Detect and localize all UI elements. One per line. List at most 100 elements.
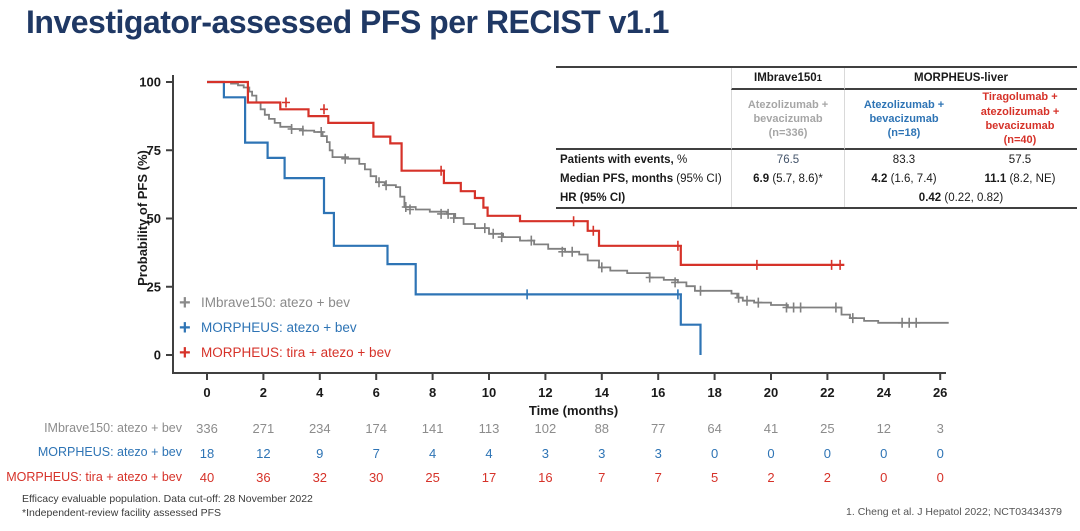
at-risk-value: 12 <box>256 445 271 461</box>
censor-mark <box>905 317 914 328</box>
censor-mark <box>298 125 307 136</box>
at-risk-value: 36 <box>256 470 271 485</box>
footnote-line1: Efficacy evaluable population. Data cut-… <box>22 493 313 505</box>
censor-mark <box>523 289 532 300</box>
censor-mark <box>743 295 751 306</box>
censor-mark <box>401 202 410 212</box>
censor-mark <box>912 317 921 328</box>
x-tick-label: 12 <box>538 385 552 400</box>
censor-mark <box>597 262 606 273</box>
censor-mark <box>898 317 907 328</box>
y-tick-label: 50 <box>147 211 161 226</box>
x-tick-label: 0 <box>203 385 210 400</box>
at-risk-value: 7 <box>598 470 606 485</box>
censor-mark <box>789 302 798 313</box>
censor-mark <box>449 213 458 223</box>
censor-mark <box>437 208 446 219</box>
x-tick-label: 14 <box>595 385 610 400</box>
stats-col-header-imbrave150: IMbrave150 1 <box>731 68 844 90</box>
stats-events-imbrave: 76.5 <box>731 150 844 169</box>
y-axis-title: Probability of PFS (%) <box>135 150 150 286</box>
at-risk-value: 17 <box>481 470 497 485</box>
at-risk-value: 25 <box>820 421 835 436</box>
censor-mark <box>752 259 761 270</box>
stats-row-label-events: Patients with events, % <box>560 153 688 166</box>
censor-mark <box>437 165 446 176</box>
legend-label: MORPHEUS: tira + atezo + bev <box>201 345 391 360</box>
at-risk-label-morpheus-tab: MORPHEUS: tira + atezo + bev <box>6 470 182 484</box>
stats-col-header-morpheus-liver: MORPHEUS-liver <box>844 68 1077 90</box>
censor-mark <box>568 246 577 257</box>
at-risk-value: 271 <box>252 421 275 436</box>
censor-mark <box>836 259 845 270</box>
stats-subheader-blank <box>556 90 731 150</box>
x-tick-label: 6 <box>373 385 380 400</box>
censor-mark <box>480 223 489 234</box>
censor-mark <box>444 208 453 219</box>
at-risk-label-morpheus-ab: MORPHEUS: atezo + bev <box>37 445 182 459</box>
y-tick-label: 75 <box>147 143 161 158</box>
at-risk-value: 0 <box>936 470 944 485</box>
at-risk-value: 7 <box>372 445 380 461</box>
y-tick-label: 100 <box>139 75 161 90</box>
at-risk-value: 41 <box>763 421 779 436</box>
x-tick-label: 10 <box>482 385 496 400</box>
at-risk-value: 3 <box>598 445 606 461</box>
at-risk-value: 77 <box>650 421 666 436</box>
axes <box>172 75 946 374</box>
x-tick-label: 24 <box>877 385 892 400</box>
x-tick-label: 20 <box>764 385 778 400</box>
at-risk-value: 3 <box>936 421 944 436</box>
at-risk-value: 2 <box>767 470 775 485</box>
censor-mark <box>489 228 498 239</box>
censor-mark <box>827 259 836 270</box>
page-title: Investigator-assessed PFS per RECIST v1.… <box>26 4 669 40</box>
x-tick-label: 26 <box>933 385 947 400</box>
censor-mark <box>645 272 654 283</box>
at-risk-value: 174 <box>365 421 388 436</box>
censor-mark <box>569 216 578 227</box>
y-tick-label: 25 <box>147 279 161 294</box>
at-risk-value: 0 <box>880 470 888 485</box>
stats-events-morpheus-tab: 57.5 <box>1008 153 1032 166</box>
censor-mark <box>341 153 350 164</box>
censor-mark <box>282 97 290 108</box>
imbrave150-header-text: IMbrave150 <box>754 72 817 84</box>
at-risk-value: 18 <box>199 445 215 461</box>
at-risk-value: 4 <box>428 445 437 461</box>
at-risk-value: 9 <box>316 445 324 461</box>
footnote-line2: *Independent-review facility assessed PF… <box>22 506 222 519</box>
at-risk-label-imbrave150: IMbrave150: atezo + bev <box>44 421 182 435</box>
censor-mark <box>673 240 682 251</box>
censor-mark <box>287 124 296 134</box>
censor-mark <box>497 232 506 243</box>
legend-item-imbrave150: + IMbrave150: atezo + bev <box>179 290 391 315</box>
stats-table: IMbrave150 1 MORPHEUS-liver Atezolizumab … <box>556 66 1077 209</box>
at-risk-value: 113 <box>478 421 500 436</box>
y-tick-label: 0 <box>154 348 161 363</box>
censor-mark <box>317 127 326 137</box>
stats-arm-atezo-bev-336: Atezolizumab + bevacizumab (n=336) <box>731 90 844 150</box>
at-risk-value: 12 <box>876 421 892 436</box>
censor-mark <box>589 225 598 236</box>
x-tick-label: 22 <box>820 385 834 400</box>
at-risk-value: 336 <box>196 421 218 436</box>
censor-mark <box>382 180 391 191</box>
at-risk-value: 40 <box>199 470 215 485</box>
x-tick-label: 2 <box>260 385 267 400</box>
at-risk-value: 7 <box>654 470 662 485</box>
reference-citation: 1. Cheng et al. J Hepatol 2022; NCT03434… <box>846 506 1062 518</box>
censor-mark <box>673 289 682 300</box>
x-axis-title: Time (months) <box>529 403 618 418</box>
km-curve <box>207 80 845 266</box>
censor-plus-icon: + <box>179 316 191 339</box>
censor-mark <box>558 246 567 257</box>
stats-row-label-median: Median PFS, months (95% CI) <box>560 172 722 185</box>
at-risk-value: 64 <box>707 421 722 436</box>
censor-plus-icon: + <box>179 341 191 364</box>
x-tick-label: 4 <box>316 385 324 400</box>
footnotes: Efficacy evaluable population. Data cut-… <box>22 493 313 520</box>
censor-mark <box>831 302 840 313</box>
x-tick-label: 8 <box>429 385 436 400</box>
